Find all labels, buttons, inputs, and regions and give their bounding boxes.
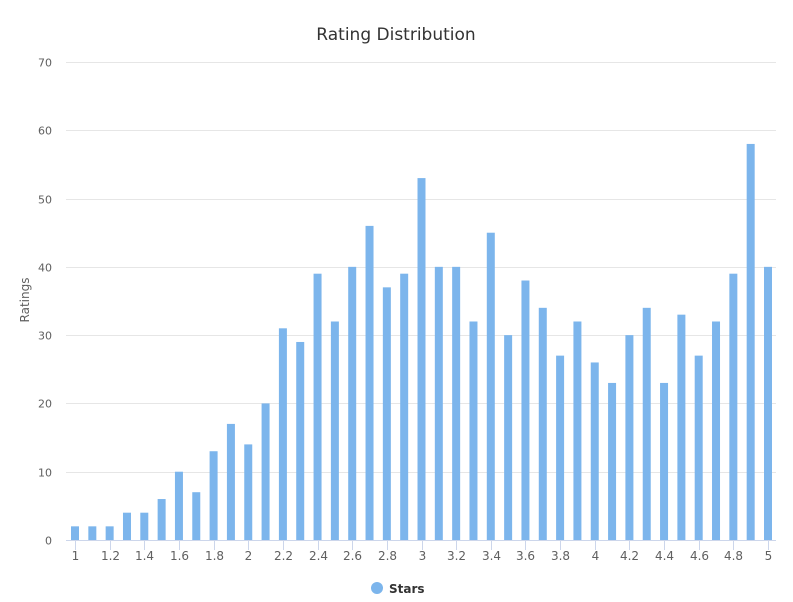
- y-tick-label: 30: [38, 330, 52, 343]
- y-tick-label: 20: [38, 398, 52, 411]
- y-axis-label: Ratings: [18, 278, 32, 323]
- x-tick-label: 2: [245, 549, 253, 563]
- bar[interactable]: [105, 526, 114, 540]
- bar[interactable]: [746, 143, 755, 540]
- bar[interactable]: [382, 287, 391, 540]
- bar[interactable]: [278, 328, 287, 540]
- bar[interactable]: [157, 499, 166, 540]
- bar[interactable]: [400, 273, 409, 540]
- x-tick-label: 1.8: [205, 549, 224, 563]
- x-tick-label: 1: [72, 549, 80, 563]
- bar[interactable]: [608, 382, 617, 540]
- bar[interactable]: [348, 266, 357, 540]
- bar[interactable]: [642, 307, 651, 540]
- bar[interactable]: [365, 225, 374, 540]
- bar[interactable]: [452, 266, 461, 540]
- bar[interactable]: [590, 362, 599, 540]
- bar[interactable]: [261, 403, 270, 540]
- bar[interactable]: [556, 355, 565, 540]
- y-tick-label: 40: [38, 262, 52, 275]
- bar[interactable]: [625, 335, 634, 540]
- bar[interactable]: [417, 178, 426, 540]
- x-tick-label: 2.2: [274, 549, 293, 563]
- bar[interactable]: [296, 341, 305, 540]
- x-tick-label: 1.6: [170, 549, 189, 563]
- x-tick-label: 4: [592, 549, 600, 563]
- bar[interactable]: [694, 355, 703, 540]
- y-axis-ticks: 0 10 20 30 40 50 60 70: [38, 57, 52, 548]
- x-tick-label: 5: [765, 549, 773, 563]
- x-tick-label: 2.8: [378, 549, 397, 563]
- bar-series: [71, 143, 772, 540]
- bar[interactable]: [677, 314, 686, 540]
- bar[interactable]: [712, 321, 721, 540]
- x-tick-label: 2.4: [309, 549, 328, 563]
- x-tick-label: 4.2: [620, 549, 639, 563]
- bar[interactable]: [469, 321, 478, 540]
- bar[interactable]: [140, 512, 149, 540]
- bar[interactable]: [209, 451, 218, 540]
- x-tick-label: 3.6: [516, 549, 535, 563]
- x-tick-label: 4.4: [655, 549, 674, 563]
- bar[interactable]: [192, 492, 201, 540]
- bar[interactable]: [538, 307, 547, 540]
- x-tick-label: 4.8: [724, 549, 743, 563]
- x-tick-label: 1.4: [135, 549, 154, 563]
- bar[interactable]: [434, 266, 443, 540]
- bar[interactable]: [88, 526, 97, 540]
- bar[interactable]: [71, 526, 79, 540]
- bar[interactable]: [764, 266, 772, 540]
- bar[interactable]: [174, 471, 183, 540]
- y-tick-label: 10: [38, 467, 52, 480]
- bar[interactable]: [573, 321, 582, 540]
- legend[interactable]: Stars: [371, 582, 425, 596]
- bar[interactable]: [660, 382, 669, 540]
- x-tick-label: 3.4: [482, 549, 501, 563]
- bar[interactable]: [244, 444, 253, 540]
- legend-marker-stars[interactable]: [371, 582, 383, 594]
- y-tick-label: 50: [38, 194, 52, 207]
- bar[interactable]: [226, 423, 235, 540]
- bar[interactable]: [729, 273, 738, 540]
- x-tick-label: 3: [419, 549, 427, 563]
- legend-label-stars[interactable]: Stars: [389, 582, 425, 596]
- bar[interactable]: [521, 280, 530, 540]
- x-tick-label: 1.2: [101, 549, 120, 563]
- y-tick-label: 70: [38, 57, 52, 70]
- x-tick-label: 4.6: [690, 549, 709, 563]
- chart-title: Rating Distribution: [316, 25, 475, 45]
- x-tick-label: 3.8: [551, 549, 570, 563]
- y-tick-label: 0: [45, 535, 52, 548]
- x-tick-label: 3.2: [447, 549, 466, 563]
- bar[interactable]: [486, 232, 495, 540]
- x-axis-ticks: 1 1.2 1.4 1.6 1.8 2 2.2 2.4 2.6 2.8 3 3.2 3.4 3.6 3.8 4…: [72, 540, 773, 563]
- bar[interactable]: [313, 273, 322, 540]
- bar[interactable]: [330, 321, 339, 540]
- bar[interactable]: [504, 335, 513, 540]
- y-tick-label: 60: [38, 125, 52, 138]
- x-tick-label: 2.6: [343, 549, 362, 563]
- bar[interactable]: [122, 512, 131, 540]
